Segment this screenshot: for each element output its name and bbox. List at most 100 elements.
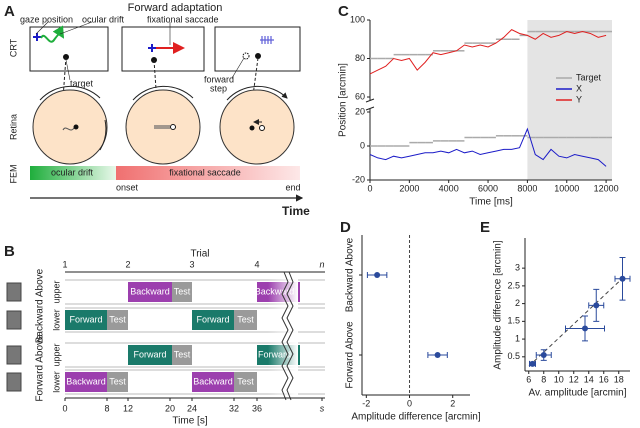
y-tick-label: 2 [515, 298, 520, 308]
fade [268, 278, 298, 396]
block-label: Forward [133, 349, 166, 359]
group-label: Backward Above [35, 268, 46, 343]
legend-label: Target [576, 72, 602, 82]
row-label: Retina [8, 114, 18, 140]
crt-screens [59, 21, 93, 35]
crt-screens [255, 53, 261, 59]
marker-label: end [285, 182, 300, 192]
trial-block [65, 372, 107, 392]
block-label: Test [109, 314, 126, 324]
y-tick-label: 20 [355, 106, 365, 116]
y-tick-label: 2.5 [507, 280, 520, 290]
retinas [32, 85, 295, 165]
row-label: lower [51, 371, 61, 393]
x-tick-label: 6 [526, 374, 531, 384]
category-label: Forward Above [345, 321, 356, 389]
panel-label: E [480, 219, 490, 236]
trial-block [128, 282, 172, 302]
x-axis-label: Amplitude difference [arcmin] [351, 412, 481, 423]
trial-block [234, 372, 257, 392]
block-label: Backward [66, 376, 106, 386]
annotation: target [70, 78, 94, 88]
tick-label: 8 [104, 403, 109, 413]
x-tick-label: 6000 [478, 183, 498, 193]
category-label: Backward Above [345, 237, 356, 312]
time-label: Time [282, 204, 310, 218]
block-label: Test [237, 376, 254, 386]
tick-label: s [320, 403, 325, 413]
x-tick-label: 2 [450, 398, 455, 408]
fem-label: fixational saccade [169, 167, 241, 177]
tick-label: 12 [123, 403, 133, 413]
retinas [32, 89, 108, 165]
trial-blocks: Backward Test Backward Forward Test Forward Te… [65, 282, 300, 392]
axis-break [365, 98, 375, 111]
point [529, 360, 536, 367]
annotation: gaze position [20, 14, 73, 24]
x-tick-label: 12000 [594, 183, 619, 193]
marker-label: onset [116, 182, 139, 192]
series-line [369, 127, 607, 167]
block-label: Forward [196, 314, 229, 324]
trial-block [192, 372, 234, 392]
trial-number: 4 [254, 259, 259, 269]
group-label: Forward Above [35, 334, 46, 402]
y-tick-label: -20 [352, 174, 365, 184]
y-tick-label: 80 [355, 53, 365, 63]
point [434, 352, 441, 358]
block-label: Backward [193, 376, 233, 386]
axis-break [281, 271, 294, 401]
block-label: Backward [130, 286, 170, 296]
panel-label: C [338, 3, 349, 20]
monitor-icons [6, 310, 22, 330]
point [593, 302, 600, 309]
crt-screens [40, 25, 65, 43]
y-tick-label: 0.5 [507, 351, 520, 361]
y-tick-label: 0 [360, 140, 365, 150]
fem-saccade [116, 166, 300, 180]
fem-label: ocular drift [51, 167, 94, 177]
annotation: fixational saccade [147, 14, 219, 24]
time-label: Time [s] [172, 416, 207, 427]
panel-label: D [340, 219, 351, 236]
row-lines [65, 279, 325, 395]
y-axis-label: Amplitude difference [arcmin] [493, 240, 504, 370]
monitor-icons [6, 282, 22, 302]
crt-screens [214, 26, 301, 72]
block-label: Test [174, 286, 191, 296]
crt-screens [33, 33, 41, 41]
x-tick-label: 8 [541, 374, 546, 384]
panel-title: Forward adaptation [128, 2, 223, 14]
trial-block [172, 345, 192, 365]
tick-label: 36 [252, 403, 262, 413]
crt-screens [29, 26, 109, 72]
row-label: upper [51, 343, 61, 366]
monitor-icons [6, 282, 22, 392]
trial-block [107, 372, 128, 392]
tick-label: 24 [187, 403, 197, 413]
row-lines [65, 279, 325, 395]
crt-screens [260, 36, 274, 44]
x-tick-label: 12 [569, 374, 579, 384]
panel-a: A Forward adaptation CRT Retina FEM gaze… [4, 2, 310, 218]
trial-block [172, 282, 192, 302]
legend-label: Y [576, 94, 582, 104]
x-tick-label: 4000 [439, 183, 459, 193]
annotation: ocular drift [82, 14, 125, 24]
point [619, 275, 626, 282]
fit-line [528, 274, 627, 367]
trial-title: Trial [190, 249, 209, 260]
retinas [259, 125, 265, 131]
point [582, 325, 588, 332]
x-tick-label: 14 [584, 374, 594, 384]
row-label: upper [51, 280, 61, 303]
block-label: Test [237, 314, 254, 324]
y-tick-label: 1.5 [507, 316, 520, 326]
trial-block [128, 345, 172, 365]
retinas [39, 85, 287, 151]
tick-label: 32 [229, 403, 239, 413]
monitor-icons [6, 372, 22, 392]
x-tick-label: 10 [554, 374, 564, 384]
trial-block [65, 310, 107, 330]
